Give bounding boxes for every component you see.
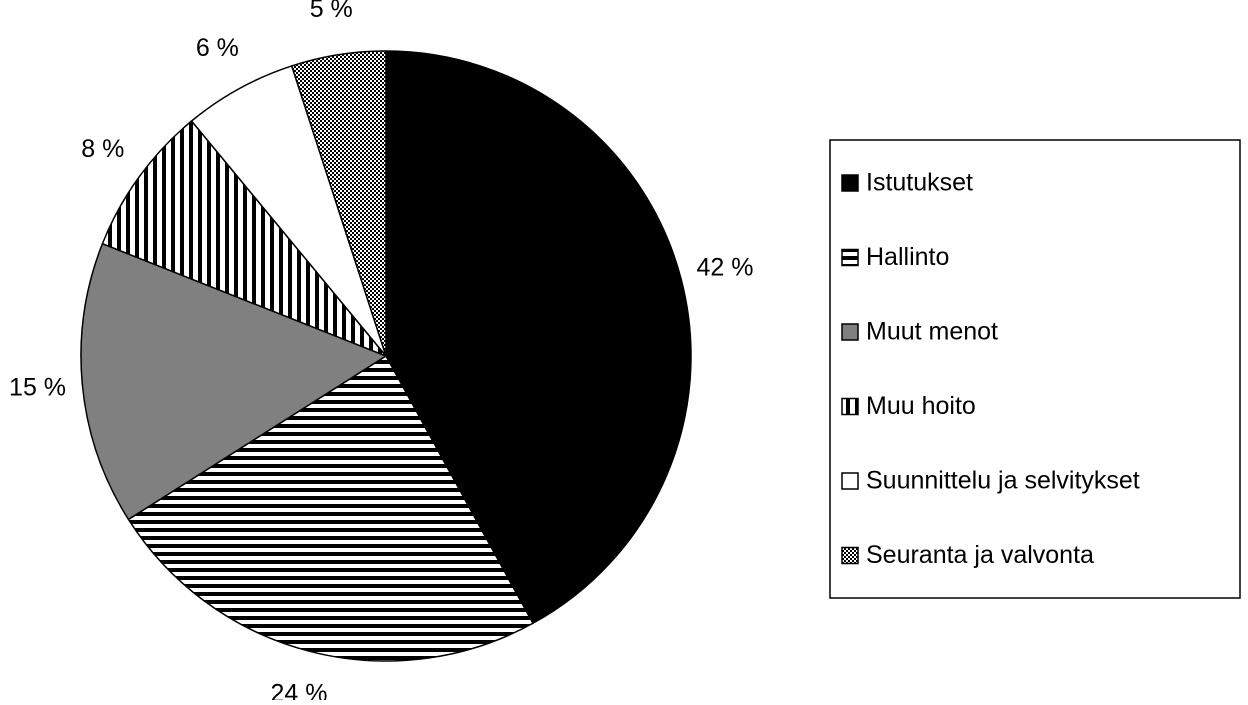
pie-slice <box>80 242 388 521</box>
pie-slice <box>290 50 387 357</box>
pie-slice <box>101 119 387 357</box>
legend-marker <box>841 397 859 416</box>
legend-label: Istutukset <box>866 169 973 197</box>
pie-slice <box>127 354 534 662</box>
data-label: 42 % <box>697 254 754 282</box>
data-label: 6 % <box>196 34 239 62</box>
legend-label: Muut menot <box>866 318 998 346</box>
legend-marker <box>841 472 859 490</box>
legend-label: Hallinto <box>866 243 949 271</box>
legend-marker <box>841 546 859 565</box>
pie-slice <box>385 50 692 625</box>
legend-label: Seuranta ja valvonta <box>866 541 1094 569</box>
data-label: 15 % <box>9 374 66 402</box>
legend-marker <box>841 323 859 341</box>
legend-label: Suunnittelu ja selvitykset <box>866 467 1140 495</box>
legend-marker <box>841 174 859 192</box>
legend-marker <box>841 248 859 267</box>
data-label: 24 % <box>270 680 327 700</box>
legend-label: Muu hoito <box>866 392 976 420</box>
data-label: 5 % <box>310 0 353 23</box>
data-label: 8 % <box>81 135 124 163</box>
legend-box <box>829 139 1241 599</box>
